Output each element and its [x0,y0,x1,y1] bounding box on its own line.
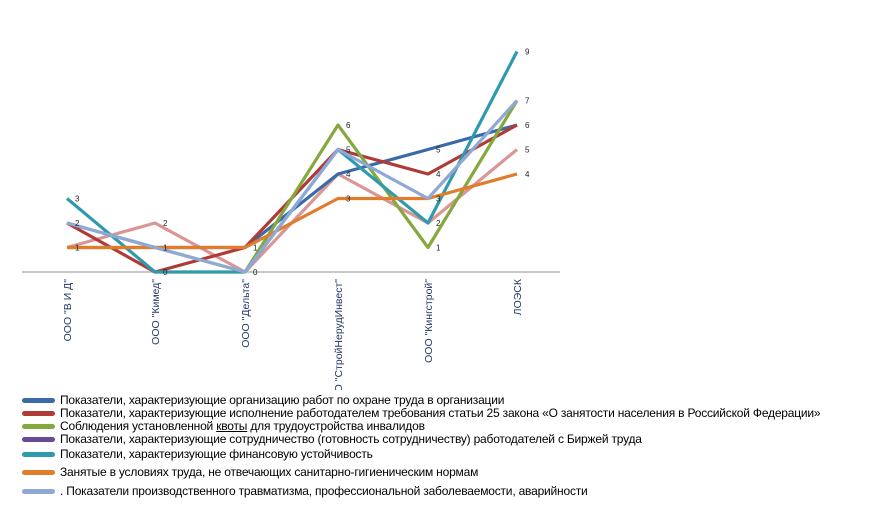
data-label: 9 [525,48,530,57]
data-label: 4 [346,170,351,179]
category-label: ООО "СтройНерудИнвест" [333,279,345,390]
data-label: 6 [346,121,351,130]
data-label: 2 [436,219,441,228]
legend-label: Показатели, характеризующие финансовую у… [60,447,373,461]
data-label: 0 [163,268,168,277]
legend-swatch [22,489,55,494]
data-label: 3 [436,195,441,204]
data-label: 2 [75,219,80,228]
data-label: 4 [525,170,530,179]
legend-swatch [22,452,55,457]
data-label: 5 [525,146,530,155]
category-label: ООО "Кингстрой" [423,279,435,363]
legend-label: . Показатели производственного травматиз… [60,484,588,498]
data-label: 0 [253,268,258,277]
legend-swatch [22,398,55,403]
legend-swatch [22,470,55,475]
legend-label: Соблюдения установленной квоты для трудо… [60,419,425,433]
line-chart: 3 2 1 2 1 0 1 0 6 5 4 3 5 4 3 2 1 9 7 6 5 4 ООО "В И Д" ООО "К… [22,48,560,390]
category-label: ООО "Дельта" [240,279,252,348]
data-label: 1 [75,244,80,253]
legend-label: Занятые в условиях труда, не отвечающих … [60,465,479,479]
category-label: ЛОЭСК [512,278,524,315]
data-label: 1 [253,244,258,253]
series-line-6 [66,99,519,274]
legend-label: Показатели, характеризующие сотрудничест… [60,432,642,446]
data-label: 6 [525,121,530,130]
series-line-5 [67,172,518,250]
legend-swatch [22,437,55,442]
category-label: ООО "Кимед" [150,279,162,345]
legend-swatch [22,424,55,429]
legend-label: Показатели, характеризующие исполнение р… [60,406,821,420]
data-label: 5 [346,146,351,155]
legend-swatch [22,411,55,416]
data-label: 4 [436,170,441,179]
data-label: 2 [163,219,168,228]
data-label: 5 [436,146,441,155]
legend-label: Показатели, характеризующие организацию … [60,393,505,407]
category-label: ООО "В И Д" [62,279,74,342]
data-label: 3 [346,195,351,204]
data-label: 3 [75,195,80,204]
data-label: 1 [163,244,168,253]
data-label: 1 [436,244,441,253]
data-label: 7 [525,97,530,106]
